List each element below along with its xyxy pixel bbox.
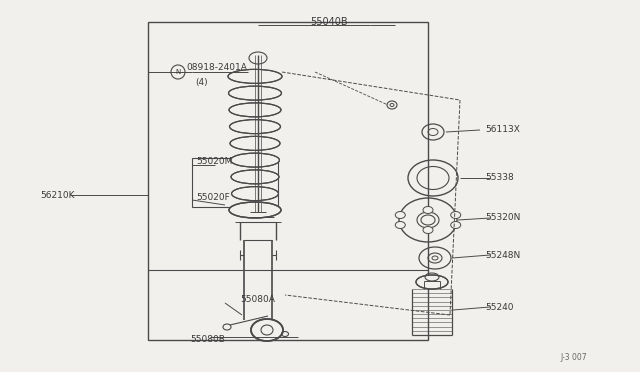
Text: J-3 007: J-3 007 [560,353,587,362]
Text: (4): (4) [195,78,207,87]
Ellipse shape [396,221,405,228]
Text: 55020M: 55020M [196,157,232,167]
Ellipse shape [416,275,448,289]
Text: N: N [175,69,180,75]
Ellipse shape [230,137,280,150]
Ellipse shape [451,212,461,218]
Ellipse shape [251,319,283,341]
Ellipse shape [230,120,280,134]
Ellipse shape [396,212,405,218]
Ellipse shape [423,227,433,234]
Text: 08918-2401A: 08918-2401A [186,64,247,73]
Ellipse shape [231,170,279,184]
Ellipse shape [423,206,433,214]
Text: 55040B: 55040B [310,17,348,27]
Text: 55248N: 55248N [485,250,520,260]
Ellipse shape [417,212,439,228]
Ellipse shape [230,153,280,167]
Text: 55080A: 55080A [240,295,275,305]
Ellipse shape [249,52,267,64]
Ellipse shape [229,202,281,218]
Ellipse shape [228,69,282,83]
Bar [192,158,278,207]
Text: 55338: 55338 [485,173,514,183]
Text: 55080B: 55080B [190,336,225,344]
Ellipse shape [229,103,281,117]
Text: 56210K: 56210K [40,190,74,199]
Text: 55020F: 55020F [196,193,230,202]
Text: 55320N: 55320N [485,214,520,222]
Ellipse shape [228,86,282,100]
Text: 56113X: 56113X [485,125,520,135]
Ellipse shape [232,187,278,201]
Ellipse shape [451,221,461,228]
Text: 55240: 55240 [485,302,513,311]
Bar [148,22,428,340]
